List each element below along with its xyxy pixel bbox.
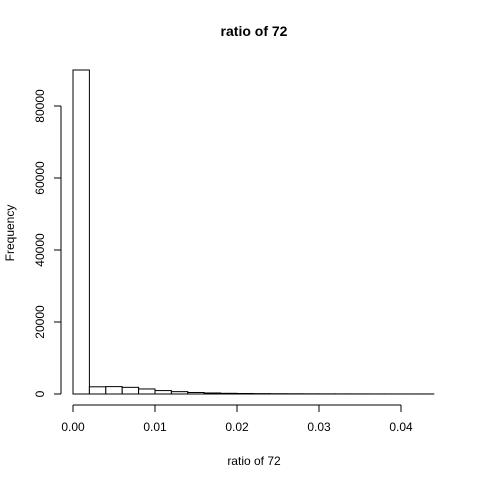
y-tick-label-3: 60000 (33, 161, 47, 195)
x-axis-label: ratio of 72 (227, 454, 281, 468)
y-tick-label-4: 80000 (33, 89, 47, 123)
x-tick-label-3: 0.03 (307, 420, 331, 434)
x-tick-label-1: 0.01 (143, 420, 167, 434)
y-tick-label-0: 0 (33, 390, 47, 397)
y-axis-label: Frequency (3, 205, 17, 262)
histogram-bar-9 (220, 392, 238, 395)
histogram-bars (72, 69, 435, 395)
histogram-bar-2 (105, 386, 123, 395)
histogram-bar-7 (187, 391, 205, 395)
x-tick-label-0: 0.00 (61, 420, 85, 434)
histogram-bar-0 (72, 69, 90, 395)
histogram-bar-5 (154, 390, 172, 395)
histogram-bar-4 (138, 388, 156, 395)
x-tick-label-4: 0.04 (389, 420, 413, 434)
x-tick-label-2: 0.02 (225, 420, 249, 434)
histogram-bar-6 (170, 391, 189, 395)
histogram-bar-8 (203, 392, 222, 395)
x-axis-ticks: 0.00 0.01 0.02 0.03 0.04 (61, 405, 413, 434)
histogram-bar-1 (88, 386, 107, 395)
histogram-bar-10 (236, 393, 254, 395)
y-axis-ticks: 0 20000 40000 60000 80000 (33, 89, 61, 397)
histogram-bar-3 (121, 386, 140, 395)
chart-title: ratio of 72 (221, 23, 288, 39)
y-tick-label-1: 20000 (33, 305, 47, 339)
y-tick-label-2: 40000 (33, 233, 47, 267)
